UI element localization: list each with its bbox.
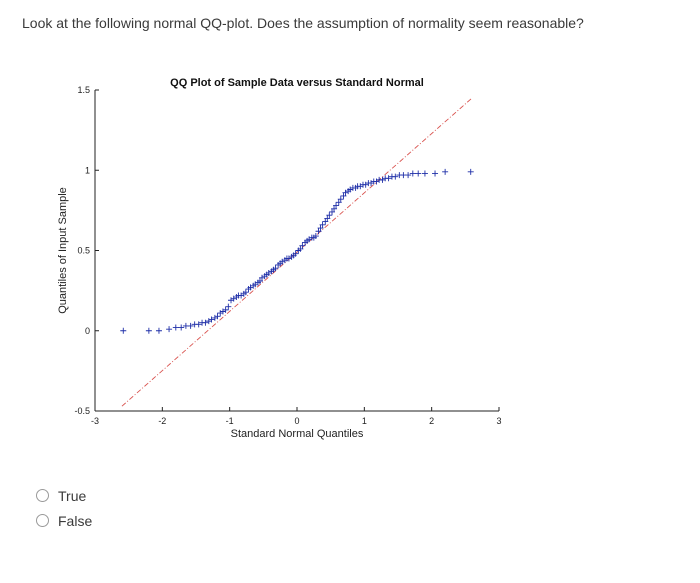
chart-title: QQ Plot of Sample Data versus Standard N… [170,77,424,89]
data-point [322,218,329,225]
data-point [467,168,474,175]
data-point [385,175,392,182]
data-point [222,306,229,313]
data-point [312,233,319,240]
data-point [205,318,212,325]
data-point [421,170,428,177]
data-point [324,215,331,222]
data-point [172,324,179,331]
data-point [242,289,249,296]
data-point [219,308,226,315]
data-point [329,208,336,215]
x-tick-label: -1 [226,416,234,426]
x-tick-label: 1 [362,416,367,426]
data-point [357,183,364,190]
data-point [415,170,422,177]
answer-options: True False [36,483,92,533]
data-point [432,170,439,177]
data-point [217,310,224,317]
data-point [319,221,326,228]
x-tick-label: -2 [158,416,166,426]
data-point [362,181,369,188]
data-point [373,178,380,185]
option-true-label: True [58,487,87,504]
data-point [317,225,324,232]
data-point [331,205,338,212]
data-point [187,322,194,329]
y-axis-label: Quantiles of Input Sample [57,187,69,314]
y-tick-label: 1.5 [77,85,90,95]
data-point [272,265,279,272]
data-point [230,295,237,302]
data-point [256,277,263,284]
x-tick-label: -3 [91,416,99,426]
data-point [297,245,304,252]
data-point [340,192,347,199]
data-point [178,324,185,331]
y-tick-label: 0 [85,326,90,336]
data-point [333,202,340,209]
data-point [145,327,152,334]
y-tick-label: -0.5 [74,406,90,416]
data-point [228,297,235,304]
data-point [335,199,342,206]
data-point [405,172,412,179]
option-false[interactable]: False [36,508,92,533]
qq-plot-chart: QQ Plot of Sample Data versus Standard N… [57,77,502,440]
data-point [195,321,202,328]
data-point [214,313,221,320]
radio-false[interactable] [36,514,49,527]
data-point [326,212,333,219]
x-axis-label: Standard Normal Quantiles [231,428,364,440]
x-tick-label: 0 [294,416,299,426]
reference-line [121,97,473,407]
data-point [211,314,218,321]
option-false-label: False [58,512,93,529]
data-point [120,327,127,334]
data-point [299,242,306,249]
data-point [166,326,173,333]
data-point [155,327,162,334]
data-point [225,303,232,310]
data-point [379,176,386,183]
data-point [238,292,245,299]
data-point [202,319,209,326]
data-point [337,196,344,203]
x-tick-label: 3 [496,416,501,426]
data-point [292,250,299,257]
y-tick-label: 0.5 [77,246,90,256]
radio-true[interactable] [36,489,49,502]
data-point [442,168,449,175]
x-tick-label: 2 [429,416,434,426]
y-tick-label: 1 [85,165,90,175]
data-point [315,228,322,235]
data-point [409,170,416,177]
question-text: Look at the following normal QQ-plot. Do… [22,15,584,31]
data-point [392,173,399,180]
option-true[interactable]: True [36,483,92,508]
data-point [208,316,215,323]
